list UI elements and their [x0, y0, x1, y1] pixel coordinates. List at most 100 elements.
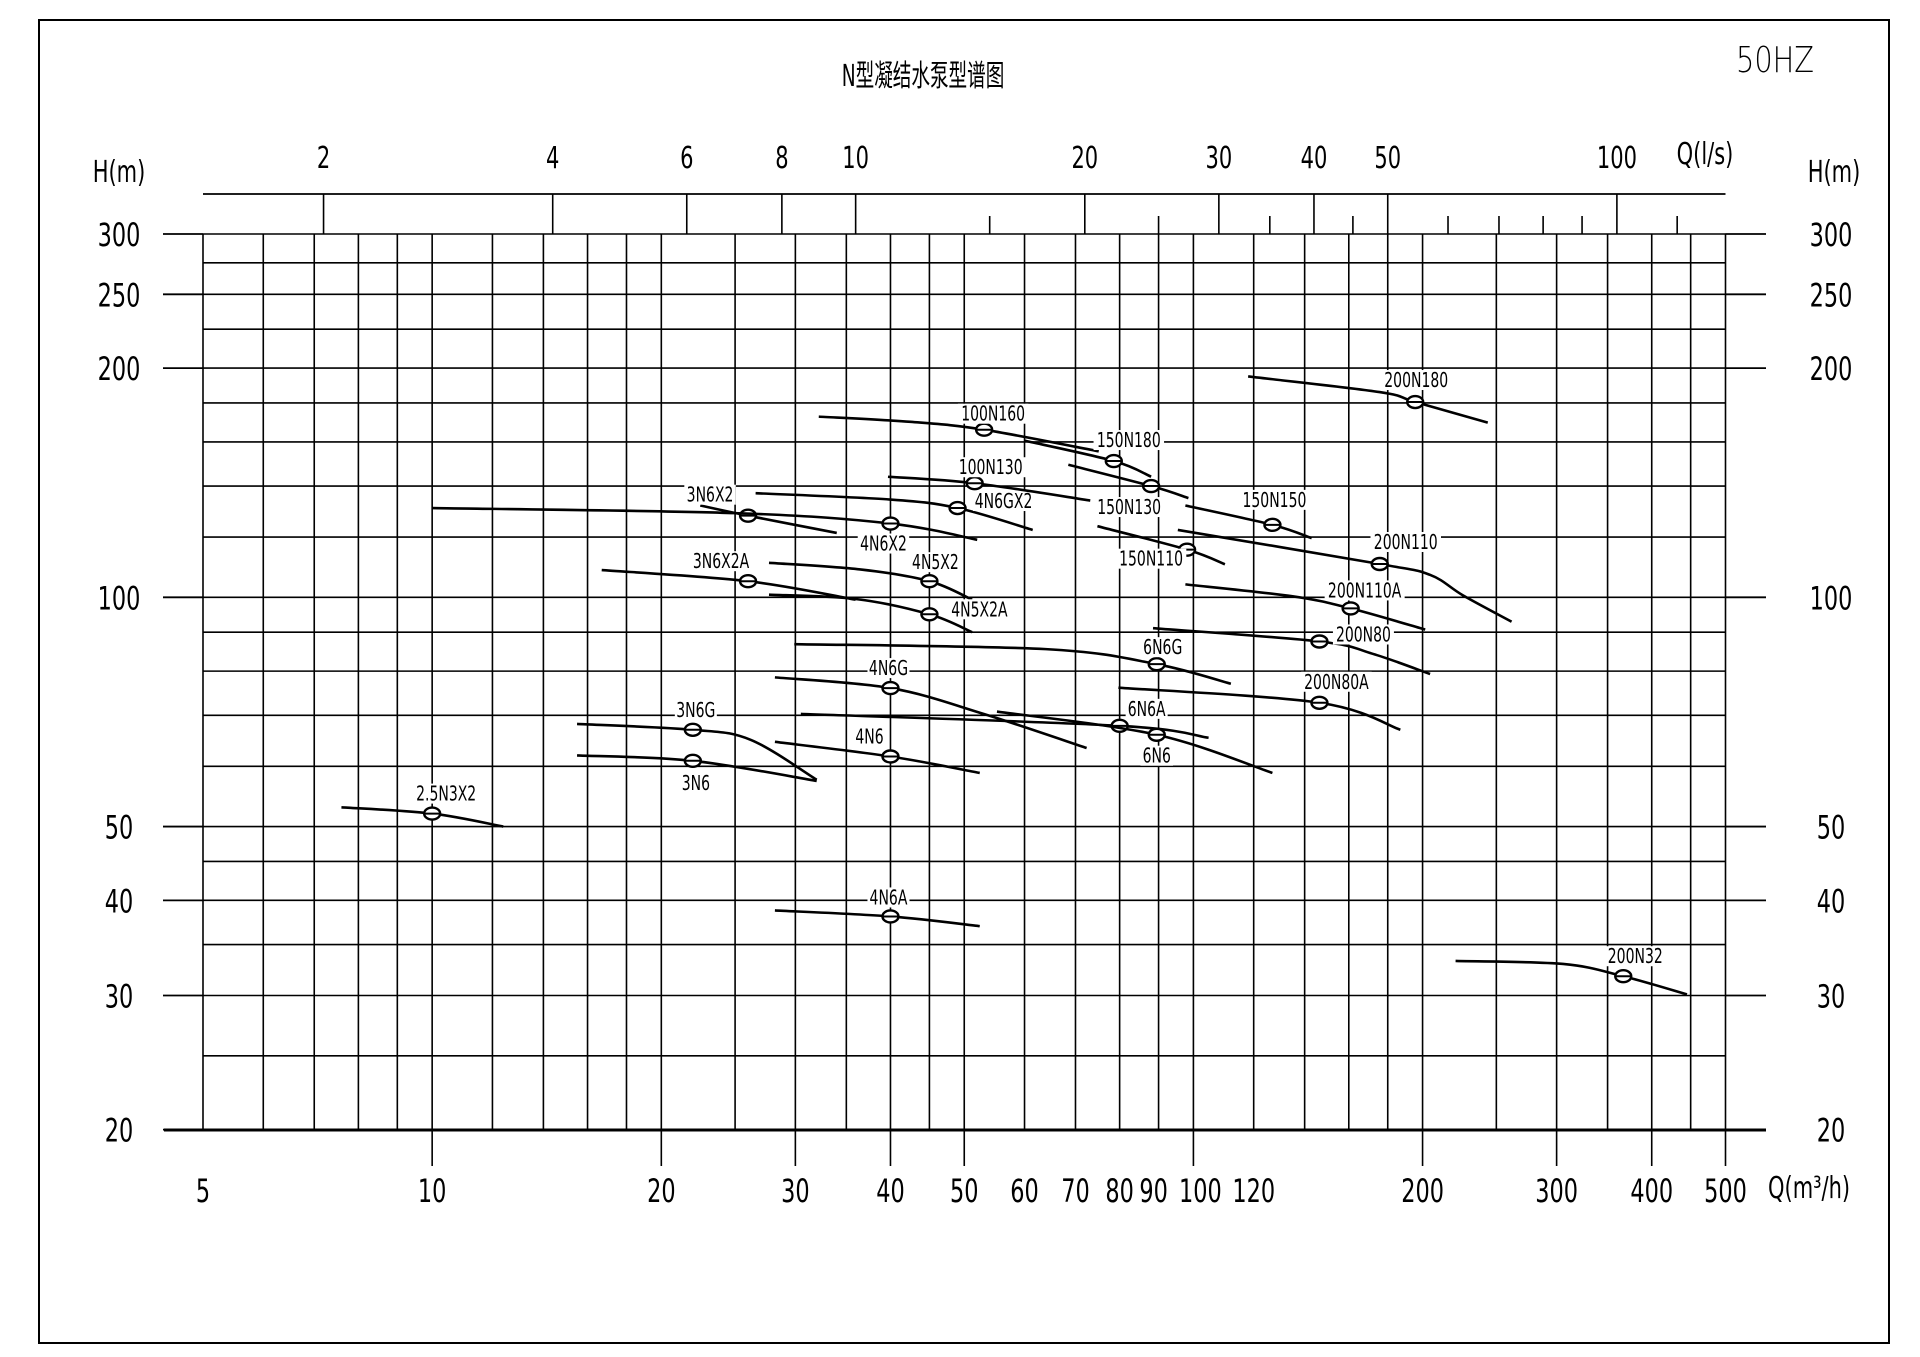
left-axis-tick-label-text: 250: [98, 276, 141, 314]
pump-model-label-text: 200N80A: [1304, 671, 1369, 694]
right-axis-title: H(m): [1808, 155, 1861, 190]
left-axis-tick-label: 250: [98, 276, 141, 314]
label-background: [1604, 946, 1666, 967]
pump-curve-6n6: 6N6: [996, 710, 1273, 775]
left-axis-tick-label-text: 20: [105, 1111, 133, 1149]
left-axis-title-text: H(m): [93, 155, 146, 190]
pump-model-label: 4N6GX2: [975, 491, 1033, 514]
frequency-text: 50HZ: [1736, 39, 1814, 81]
label-background: [1370, 532, 1441, 553]
pump-model-label: 150N130: [1097, 497, 1161, 520]
label-background: [857, 533, 910, 554]
pump-model-label: 150N150: [1242, 489, 1306, 512]
right-axis-tick-label-text: 200: [1810, 350, 1853, 388]
pump-model-label-text: 4N6A: [870, 887, 908, 910]
pump-curve-4n6x2: 4N6X2: [432, 506, 978, 556]
bottom-axis-tick-label: 20: [647, 1172, 675, 1210]
left-axis-tick-label-text: 40: [105, 882, 133, 920]
bottom-axis-tick-label: 400: [1630, 1172, 1673, 1210]
pump-model-label: 200N32: [1608, 946, 1663, 969]
pump-curve-200n110a: 200N110A: [1185, 580, 1426, 631]
pump-curve-3n6g: 3N6G: [576, 699, 818, 781]
performance-curve-line: [800, 712, 1209, 740]
performance-curve-line: [1068, 463, 1189, 500]
bottom-axis-tick-label: 120: [1232, 1172, 1275, 1210]
pump-model-label: 4N6G: [869, 658, 908, 681]
top-axis-tick-label: 30: [1205, 141, 1232, 176]
pump-curve-4n6: 4N6: [774, 726, 980, 775]
drawing-border: [38, 19, 1890, 1344]
label-background: [867, 887, 910, 908]
right-axis-tick-label: 30: [1817, 977, 1845, 1015]
performance-curve-line: [774, 909, 980, 928]
performance-curve-line: [1247, 375, 1489, 424]
frequency-label: 50HZ: [1736, 39, 1814, 81]
top-axis-tick-label: 2: [317, 141, 330, 176]
performance-curve-line: [576, 722, 818, 781]
bottom-axis-tick-label-text: 500: [1704, 1172, 1747, 1210]
left-axis-tick-label: 40: [105, 882, 133, 920]
top-axis-tick-label: 10: [842, 141, 869, 176]
chart-title-text: N型凝结水泵型谱图: [842, 58, 1005, 93]
pump-model-label-text: 200N32: [1608, 946, 1663, 969]
pump-model-label-text: 150N180: [1097, 430, 1161, 453]
pump-model-label: 200N180: [1384, 370, 1448, 393]
performance-curve-line: [1177, 528, 1513, 623]
pump-model-label: 4N6A: [870, 887, 908, 910]
right-axis-title-text: H(m): [1808, 155, 1861, 190]
pump-model-label: 200N80A: [1304, 671, 1369, 694]
label-background: [1093, 497, 1165, 518]
top-axis-tick-label: 8: [775, 141, 788, 176]
performance-curve-line: [818, 415, 1099, 453]
pump-model-label: 150N110: [1119, 548, 1183, 571]
bottom-axis-tick-label: 70: [1061, 1172, 1089, 1210]
pump-model-label: 3N6G: [676, 699, 715, 722]
right-axis-tick-label: 40: [1817, 882, 1845, 920]
right-axis-tick-label: 20: [1817, 1111, 1845, 1149]
label-background: [410, 783, 482, 804]
top-axis-title-text: Q(l/s): [1677, 137, 1734, 172]
pump-curve-200n180: 200N180: [1247, 370, 1489, 424]
pump-model-label: 6N6: [1143, 745, 1171, 768]
pump-curve-200n80: 200N80: [1152, 624, 1431, 676]
label-background: [909, 552, 962, 573]
pump-model-label: 2.5N3X2: [416, 783, 476, 806]
pump-curve-100n160: 100N160: [818, 403, 1099, 453]
pump-model-label-text: 150N110: [1119, 548, 1183, 571]
bottom-axis-tick-label: 10: [418, 1172, 446, 1210]
left-axis-tick-label-text: 30: [105, 977, 133, 1015]
label-background: [1324, 580, 1405, 601]
label-background: [973, 491, 1035, 512]
pump-curve-4n5x2: 4N5X2: [768, 552, 973, 601]
pump-curve-6n6a: 6N6A: [800, 698, 1209, 740]
bottom-axis-tick-label-text: 20: [647, 1172, 675, 1210]
right-axis-tick-label: 250: [1810, 276, 1853, 314]
pump-curve-6n6g: 6N6G: [794, 637, 1232, 686]
chart-title: N型凝结水泵型谱图: [842, 58, 1005, 93]
top-axis-tick-label-text: 2: [317, 141, 330, 176]
pump-model-label-text: 150N150: [1242, 489, 1306, 512]
pump-model-label: 3N6X2A: [693, 551, 749, 574]
bottom-axis-tick-label: 100: [1179, 1172, 1222, 1210]
pump-model-label-text: 2.5N3X2: [416, 783, 476, 806]
pump-curve-3n6: 3N6: [576, 753, 817, 796]
pump-model-label: 100N130: [959, 457, 1023, 480]
pump-model-label-text: 4N6G: [869, 658, 908, 681]
label-background: [674, 699, 717, 720]
top-axis-title: Q(l/s): [1677, 137, 1734, 172]
performance-curve-line: [1185, 583, 1426, 631]
pump-model-label: 200N110A: [1328, 580, 1402, 603]
bottom-axis-tick-label-text: 40: [876, 1172, 904, 1210]
right-axis-tick-label: 300: [1810, 216, 1853, 254]
pump-model-label: 200N110: [1374, 532, 1438, 555]
top-axis-tick-label-text: 6: [680, 141, 693, 176]
bottom-axis-tick-label-text: 60: [1010, 1172, 1038, 1210]
label-background: [690, 551, 752, 572]
performance-curve-line: [755, 491, 1034, 532]
pump-model-label: 200N80: [1336, 624, 1391, 647]
left-axis-tick-label-text: 200: [98, 350, 141, 388]
label-background: [1093, 430, 1165, 451]
pump-curve-3n6x2: 3N6X2: [684, 484, 837, 535]
label-background: [957, 403, 1029, 424]
